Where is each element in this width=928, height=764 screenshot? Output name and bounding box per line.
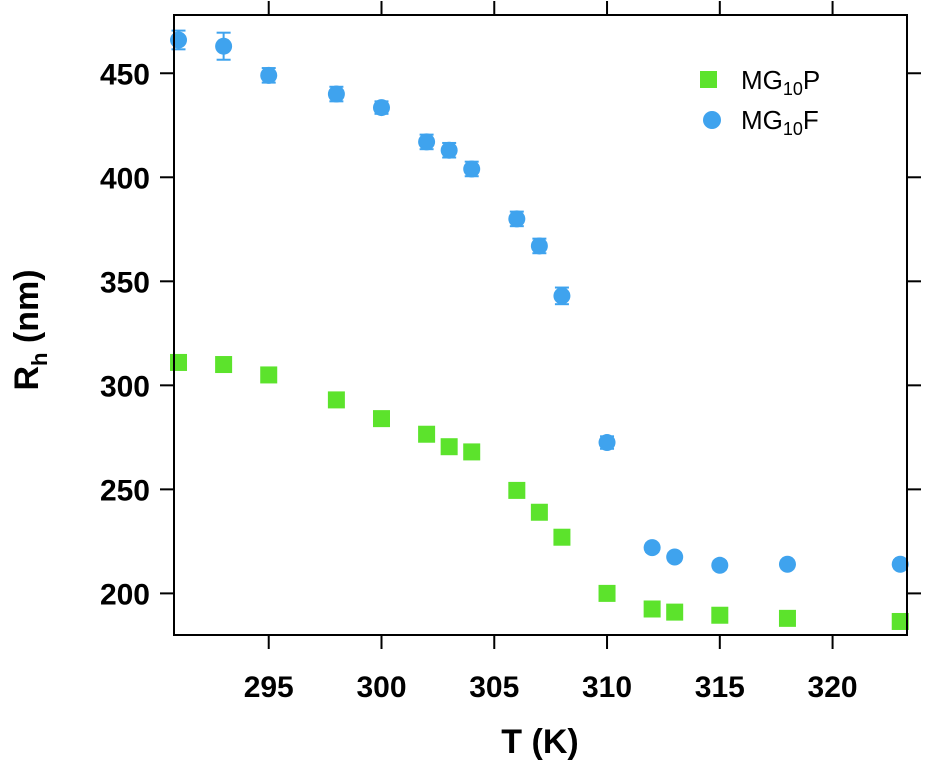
series-circle-points xyxy=(170,29,909,574)
data-point-circle xyxy=(891,555,909,573)
data-point-circle xyxy=(530,237,548,255)
x-tick-label: 295 xyxy=(244,671,294,704)
x-tick-label: 315 xyxy=(695,671,745,704)
data-point-square xyxy=(372,410,390,428)
data-point-circle xyxy=(508,210,526,228)
y-tick-label: 200 xyxy=(100,578,150,611)
legend-label-mg10p-main: MG xyxy=(741,65,783,95)
data-point-circle xyxy=(711,556,729,574)
data-point-circle xyxy=(440,141,458,159)
data-point-circle xyxy=(463,160,481,178)
y-tick-labels: 200 250 300 350 400 450 xyxy=(100,58,150,611)
data-point-square xyxy=(260,366,278,384)
plot-frame xyxy=(173,14,908,636)
x-tick-labels: 295 300 305 310 315 320 xyxy=(244,671,858,704)
data-point-circle xyxy=(170,31,188,49)
y-tick-label: 450 xyxy=(100,58,150,91)
data-point-square xyxy=(530,503,548,521)
data-point-square xyxy=(463,443,481,461)
data-point-square xyxy=(327,391,345,409)
legend-label-mg10f-sub: 10 xyxy=(783,119,803,139)
data-point-square xyxy=(418,425,436,443)
x-tick-label: 320 xyxy=(808,671,858,704)
data-point-circle xyxy=(643,539,661,557)
data-point-square xyxy=(598,584,616,602)
legend-label-mg10f-rest: F xyxy=(803,105,819,135)
x-tick-label: 300 xyxy=(356,671,406,704)
data-point-square xyxy=(666,603,684,621)
data-point-square xyxy=(778,609,796,627)
y-axis-title-subscript: h xyxy=(27,353,52,366)
plot-area xyxy=(170,29,909,630)
legend: MG10P MG10F xyxy=(700,65,820,139)
data-point-circle xyxy=(553,287,571,305)
legend-label-mg10p-sub: 10 xyxy=(783,79,803,99)
data-point-square xyxy=(215,356,233,374)
data-point-circle xyxy=(418,133,436,151)
data-point-circle xyxy=(215,37,233,55)
data-point-square xyxy=(170,353,188,371)
series-square-points xyxy=(170,353,909,630)
x-tick-label: 305 xyxy=(469,671,519,704)
x-tick-label: 310 xyxy=(582,671,632,704)
data-point-square xyxy=(553,528,571,546)
data-point-circle xyxy=(260,66,278,84)
data-point-square xyxy=(891,612,909,630)
data-point-circle xyxy=(598,434,616,452)
legend-label-mg10f-main: MG xyxy=(741,105,783,135)
legend-label-mg10p: MG10P xyxy=(741,65,820,99)
data-point-circle xyxy=(666,548,684,566)
legend-label-mg10p-rest: P xyxy=(803,65,820,95)
y-axis-title-rest: (nm) xyxy=(8,269,46,352)
data-point-square xyxy=(508,481,526,499)
data-point-square xyxy=(711,606,729,624)
y-tick-label: 300 xyxy=(100,370,150,403)
data-point-square xyxy=(440,438,458,456)
y-tick-label: 350 xyxy=(100,266,150,299)
data-point-square xyxy=(643,600,661,618)
y-tick-label: 250 xyxy=(100,474,150,507)
x-axis-title: T (K) xyxy=(501,723,578,761)
legend-marker-circle xyxy=(703,111,721,129)
data-point-circle xyxy=(372,99,390,117)
axis-ticks xyxy=(160,1,921,649)
y-axis-title: Rh (nm) xyxy=(8,269,52,390)
y-axis-title-main: R xyxy=(8,366,46,391)
legend-label-mg10f: MG10F xyxy=(741,105,819,139)
y-tick-label: 400 xyxy=(100,162,150,195)
legend-marker-square xyxy=(700,71,717,88)
data-point-circle xyxy=(778,555,796,573)
data-point-circle xyxy=(327,85,345,103)
